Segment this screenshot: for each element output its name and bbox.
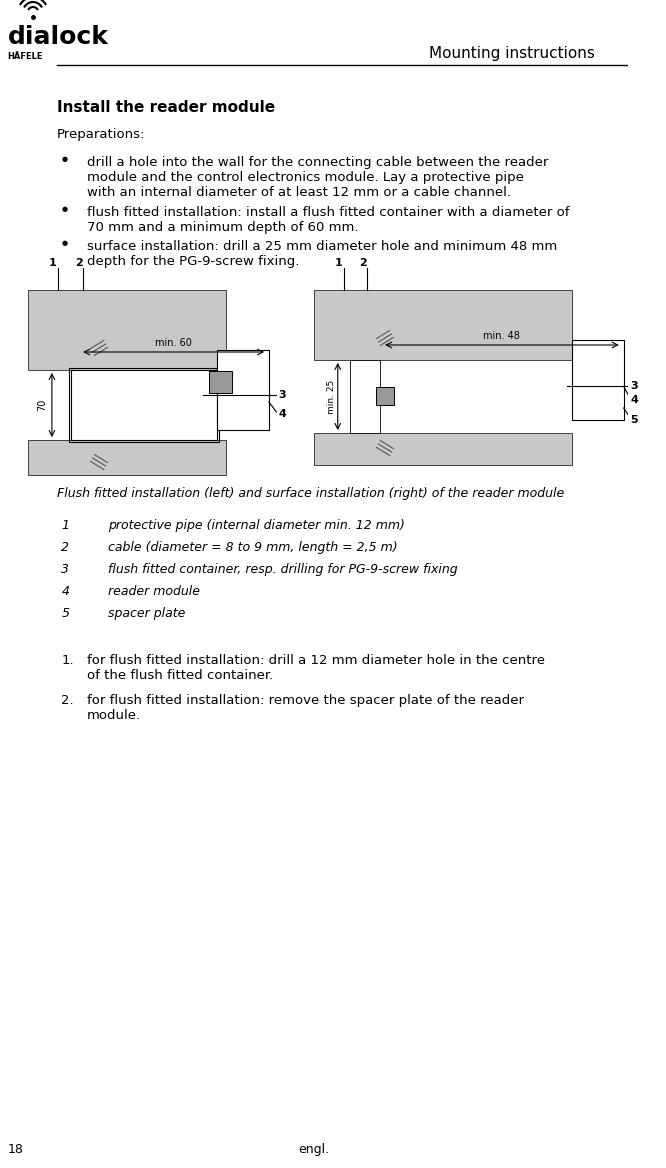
Text: Install the reader module: Install the reader module [57, 100, 275, 114]
Bar [212, 374, 229, 391]
Text: spacer plate: spacer plate [109, 607, 186, 620]
Text: 4: 4 [630, 396, 638, 405]
Text: ●: ● [61, 157, 67, 162]
Text: 3: 3 [278, 390, 286, 399]
Text: min. 25: min. 25 [327, 380, 336, 413]
FancyBboxPatch shape [376, 388, 394, 405]
Text: 5: 5 [61, 607, 69, 620]
Text: min. 60: min. 60 [155, 338, 192, 348]
Text: dialock: dialock [7, 25, 109, 49]
FancyBboxPatch shape [209, 371, 232, 394]
Text: flush fitted installation: install a flush fitted container with a diameter of
7: flush fitted installation: install a flu… [87, 206, 569, 234]
Text: Flush fitted installation (left) and surface installation (right) of the reader : Flush fitted installation (left) and sur… [57, 487, 564, 500]
Text: 2: 2 [75, 258, 83, 267]
Text: 2: 2 [360, 258, 367, 267]
Text: 1.: 1. [61, 654, 74, 667]
Text: 1: 1 [61, 519, 69, 531]
Text: 4: 4 [278, 409, 286, 419]
Text: for flush fitted installation: drill a 12 mm diameter hole in the centre
of the : for flush fitted installation: drill a 1… [87, 654, 545, 682]
Text: 70: 70 [37, 398, 47, 411]
Text: 18: 18 [7, 1143, 23, 1156]
Text: ●: ● [61, 206, 67, 213]
Text: 2: 2 [61, 541, 69, 554]
Text: 2.: 2. [61, 694, 74, 707]
Text: drill a hole into the wall for the connecting cable between the reader
module an: drill a hole into the wall for the conne… [87, 157, 548, 199]
Bar [350, 360, 380, 433]
Text: 5: 5 [630, 415, 638, 425]
Text: 1: 1 [49, 258, 57, 267]
Text: reader module: reader module [109, 585, 200, 598]
Bar [28, 440, 226, 475]
Bar [314, 433, 571, 465]
Text: ●: ● [61, 239, 67, 246]
Text: HÄFELE: HÄFELE [7, 53, 43, 61]
Bar [571, 340, 623, 420]
Text: 4: 4 [61, 585, 69, 598]
Text: 1: 1 [335, 258, 342, 267]
Text: protective pipe (internal diameter min. 12 mm): protective pipe (internal diameter min. … [109, 519, 406, 531]
Bar [217, 350, 269, 430]
Bar [69, 368, 219, 442]
Text: for flush fitted installation: remove the spacer plate of the reader
module.: for flush fitted installation: remove th… [87, 694, 523, 722]
Text: engl.: engl. [298, 1143, 330, 1156]
Text: cable (diameter = 8 to 9 mm, length = 2,5 m): cable (diameter = 8 to 9 mm, length = 2,… [109, 541, 398, 554]
Bar [71, 370, 217, 440]
Text: surface installation: drill a 25 mm diameter hole and minimum 48 mm
depth for th: surface installation: drill a 25 mm diam… [87, 239, 557, 267]
Text: min. 48: min. 48 [484, 331, 520, 341]
Text: Mounting instructions: Mounting instructions [430, 46, 595, 61]
Text: 3: 3 [630, 382, 638, 391]
Text: 3: 3 [61, 563, 69, 576]
Bar [28, 290, 226, 370]
Text: Preparations:: Preparations: [57, 128, 145, 141]
Bar [314, 290, 571, 360]
Text: flush fitted container, resp. drilling for PG-9-screw fixing: flush fitted container, resp. drilling f… [109, 563, 458, 576]
